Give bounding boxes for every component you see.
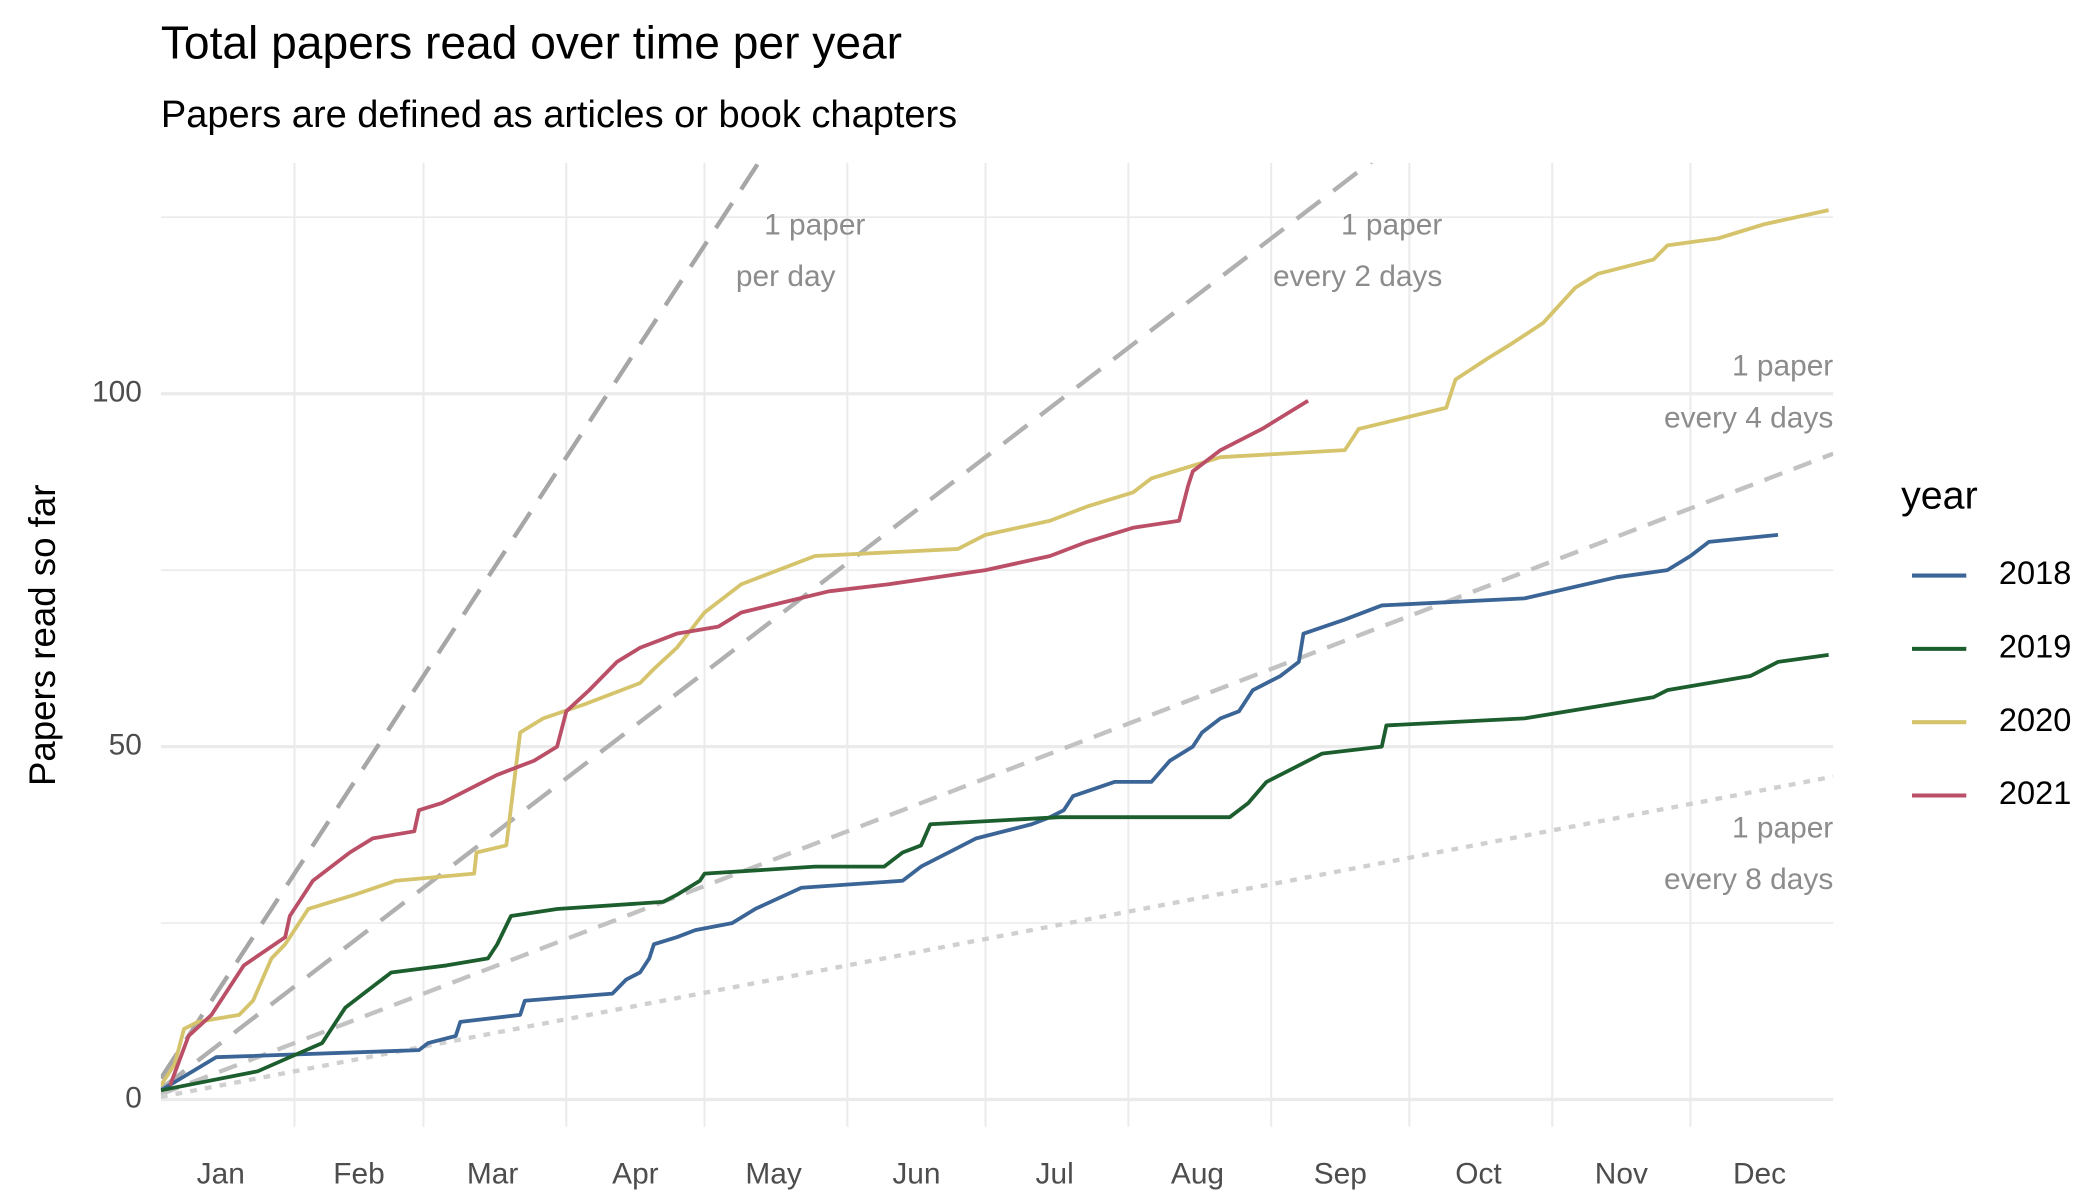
y-axis-label: Papers read so far (22, 485, 63, 786)
reference-label: 1 paper (1732, 811, 1833, 844)
legend-title: year (1901, 474, 1978, 518)
reference-label: per day (736, 260, 836, 293)
x-tick-label: Apr (612, 1157, 659, 1190)
x-tick-label: May (745, 1157, 801, 1190)
reference-label: 1 paper (1341, 209, 1442, 242)
x-tick-label: Nov (1595, 1157, 1648, 1190)
x-tick-label: Mar (467, 1157, 518, 1190)
series-line (160, 208, 1830, 1087)
y-tick-label: 50 (109, 729, 142, 762)
reference-label: every 8 days (1664, 863, 1833, 896)
x-tick-label: Jul (1036, 1157, 1074, 1190)
chart-subtitle: Papers are defined as articles or book c… (161, 94, 957, 136)
x-tick-label: Aug (1171, 1157, 1224, 1190)
x-tick-label: Feb (333, 1157, 384, 1190)
x-tick-label: Sep (1314, 1157, 1367, 1190)
plot-area (160, 162, 1834, 1100)
reference-line (160, 774, 1834, 1100)
y-tick-label: 100 (92, 376, 142, 409)
legend-label: 2020 (1999, 702, 2071, 738)
reference-line (160, 162, 762, 1080)
series-line (168, 399, 1310, 1087)
series-line (160, 532, 1779, 1092)
series-line (160, 652, 1829, 1093)
reference-label: 1 paper (764, 209, 865, 242)
reference-line (160, 451, 1834, 1097)
x-tick-label: Oct (1455, 1157, 1502, 1190)
legend-label: 2018 (1999, 555, 2071, 591)
legend-label: 2019 (1999, 628, 2071, 664)
x-tick-label: Jan (197, 1157, 245, 1190)
x-tick-label: Jun (892, 1157, 940, 1190)
reference-label: every 4 days (1664, 401, 1833, 434)
reference-label: 1 paper (1732, 350, 1833, 383)
reference-line (160, 162, 1374, 1091)
y-tick-label: 0 (125, 1081, 142, 1114)
reference-label: every 2 days (1273, 260, 1442, 293)
legend-label: 2021 (1999, 775, 2071, 811)
chart-title: Total papers read over time per year (161, 16, 902, 68)
x-tick-label: Dec (1733, 1157, 1786, 1190)
